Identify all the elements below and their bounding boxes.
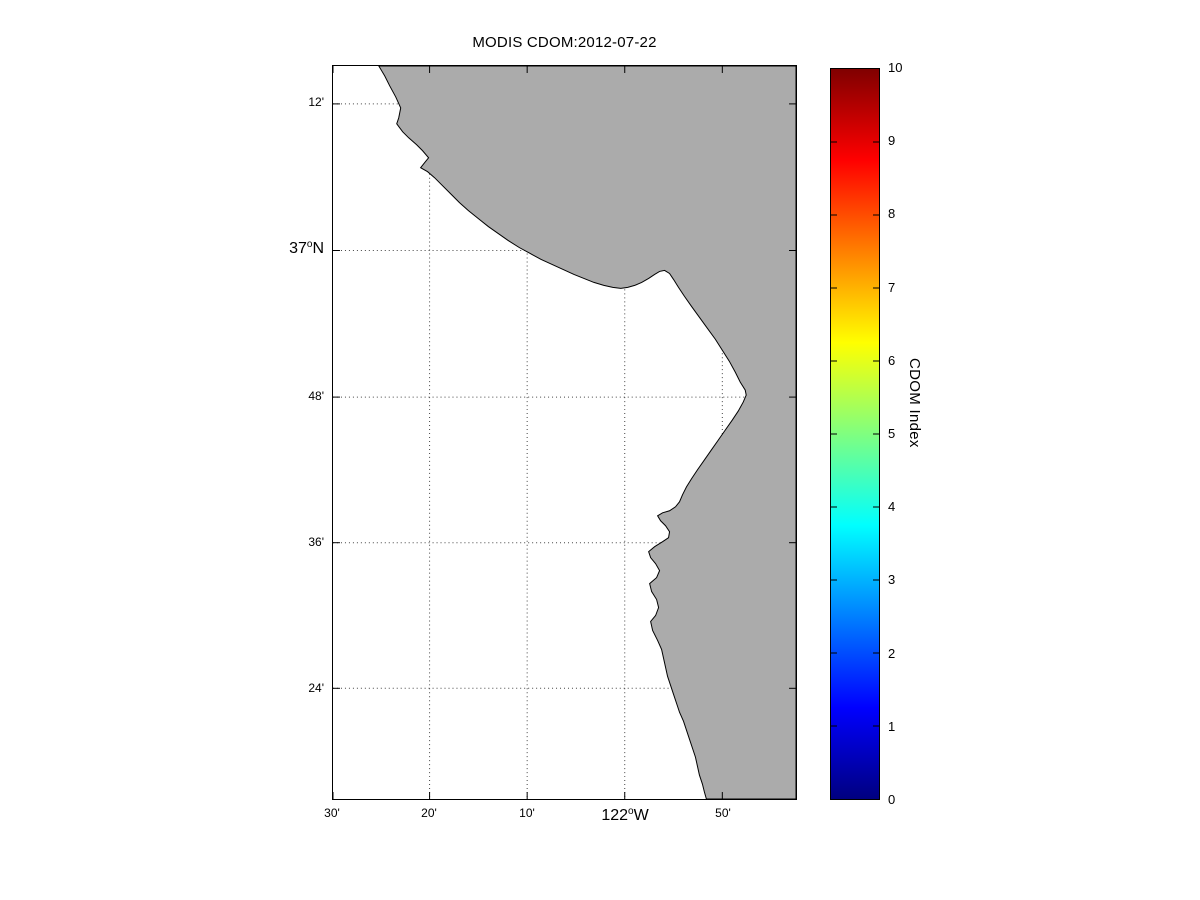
colorbar [830, 68, 880, 800]
x-tick-122W: 122oW [601, 806, 649, 824]
colorbar-gradient [831, 69, 879, 799]
x-tick-20min: 20' [421, 806, 437, 820]
y-tick-36min: 36' [308, 535, 324, 549]
cb-tick-0: 0 [888, 792, 896, 807]
cb-tick-5: 5 [888, 426, 896, 441]
land-polygon [378, 66, 796, 799]
axis-ticks [333, 66, 796, 799]
colorbar-axis-label: CDOM Index [906, 358, 923, 448]
plot-title: MODIS CDOM:2012-07-22 [472, 34, 657, 51]
cb-tick-6: 6 [888, 353, 896, 368]
x-tick-50min: 50' [715, 806, 731, 820]
cb-tick-3: 3 [888, 572, 896, 587]
y-tick-37N: 37oN [289, 239, 324, 257]
colorbar-ticks [831, 141, 879, 727]
cb-tick-8: 8 [888, 206, 896, 221]
y-tick-24min: 24' [308, 681, 324, 695]
cb-tick-2: 2 [888, 646, 896, 661]
map-plot [332, 65, 797, 800]
cb-tick-4: 4 [888, 499, 896, 514]
map-canvas [333, 66, 796, 799]
cb-tick-9: 9 [888, 133, 896, 148]
x-tick-10min: 10' [519, 806, 535, 820]
y-tick-48min: 48' [308, 389, 324, 403]
cb-tick-1: 1 [888, 719, 896, 734]
y-tick-12min: 12' [308, 95, 324, 109]
cb-tick-7: 7 [888, 280, 896, 295]
x-tick-30min: 30' [324, 806, 340, 820]
cb-tick-10: 10 [888, 60, 903, 75]
